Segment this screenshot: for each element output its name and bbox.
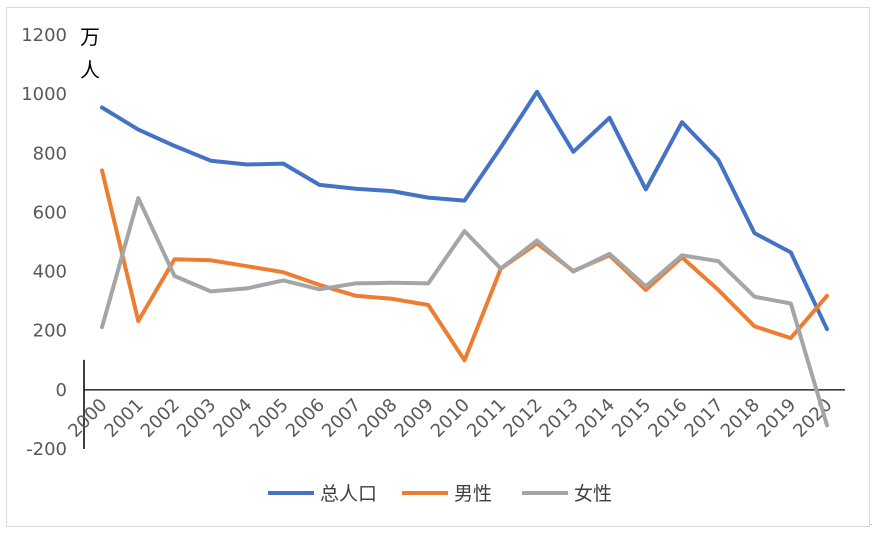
x-tick-label: 2016 bbox=[644, 395, 691, 442]
x-tick-label: 2006 bbox=[282, 395, 329, 442]
x-tick-label: 2005 bbox=[246, 395, 293, 442]
y-unit-label-line2: 人 bbox=[80, 58, 100, 82]
x-tick-label: 2007 bbox=[318, 395, 365, 442]
y-tick-label: 200 bbox=[33, 321, 67, 342]
axes bbox=[83, 359, 845, 449]
x-tick-label: 2003 bbox=[173, 395, 220, 442]
corner-mark: . bbox=[870, 518, 873, 527]
legend: 总人口 男性 女性 bbox=[268, 483, 612, 505]
x-tick-labels: 2000200120022003200420052006200720082009… bbox=[64, 395, 836, 442]
y-tick-label: 600 bbox=[33, 202, 67, 223]
x-tick-label: 2017 bbox=[681, 395, 728, 442]
y-tick-label: 400 bbox=[33, 262, 67, 283]
series-line-1 bbox=[100, 168, 829, 363]
series-line-2 bbox=[100, 196, 829, 428]
x-tick-label: 2015 bbox=[608, 395, 655, 442]
x-tick-label: 2018 bbox=[717, 395, 764, 442]
y-tick-label: -200 bbox=[26, 439, 67, 460]
legend-label: 女性 bbox=[574, 483, 612, 505]
x-tick-label: 2020 bbox=[789, 395, 836, 442]
y-tick-label: 0 bbox=[56, 380, 67, 401]
x-tick-label: 2013 bbox=[536, 395, 583, 442]
x-tick-label: 2010 bbox=[427, 395, 474, 442]
y-tick-labels: -200 0 200 400 600 800 1000 1200 bbox=[21, 25, 67, 460]
series-line-0 bbox=[100, 89, 829, 332]
x-tick-label: 2011 bbox=[463, 395, 510, 442]
y-tick-label: 1200 bbox=[21, 25, 67, 46]
x-tick-label: 2014 bbox=[572, 395, 619, 442]
x-tick-label: 2012 bbox=[499, 395, 546, 442]
x-tick-label: 2008 bbox=[354, 395, 401, 442]
legend-label: 总人口 bbox=[320, 483, 377, 505]
x-tick-label: 2001 bbox=[101, 395, 148, 442]
y-unit-label-line1: 万 bbox=[80, 25, 100, 49]
legend-label: 男性 bbox=[454, 483, 492, 505]
y-tick-label: 800 bbox=[33, 143, 67, 164]
x-tick-label: 2000 bbox=[64, 395, 111, 442]
x-tick-label: 2019 bbox=[753, 395, 800, 442]
x-tick-label: 2004 bbox=[209, 395, 256, 442]
y-tick-label: 1000 bbox=[21, 84, 67, 105]
x-tick-label: 2009 bbox=[391, 395, 438, 442]
series-lines bbox=[100, 89, 829, 428]
x-tick-label: 2002 bbox=[137, 395, 184, 442]
